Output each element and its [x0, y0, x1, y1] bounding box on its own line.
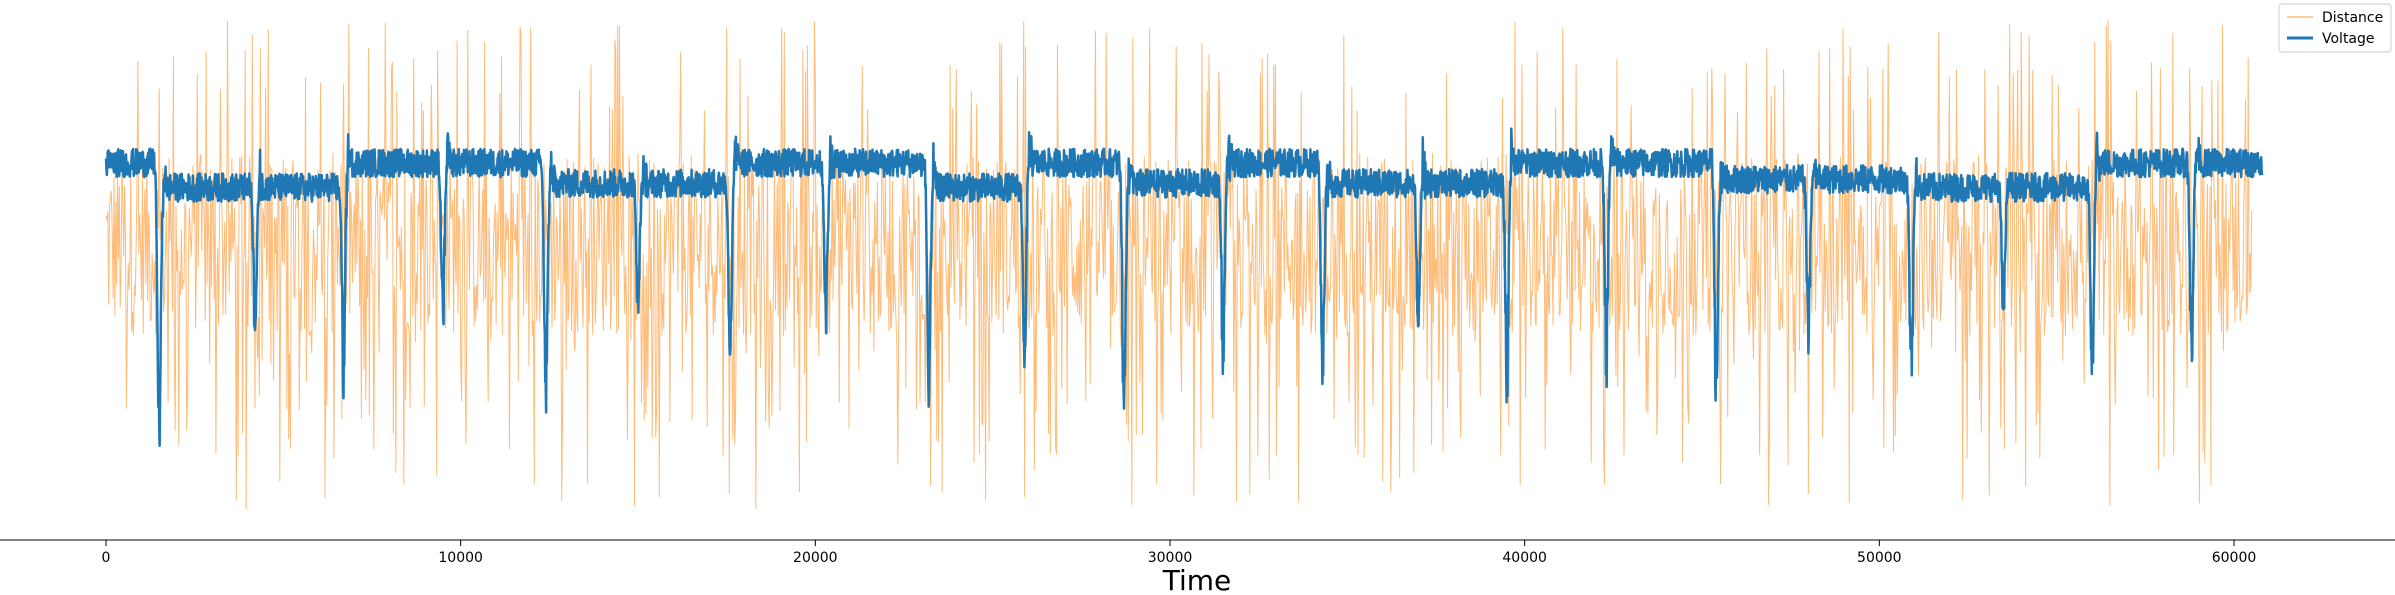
legend-label-distance: Distance — [2322, 10, 2383, 26]
x-tick-label: 60000 — [2212, 550, 2257, 566]
x-tick-label: 0 — [102, 550, 111, 566]
x-tick-label: 50000 — [1857, 550, 1902, 566]
x-tick-label: 40000 — [1502, 550, 1547, 566]
plot-area — [104, 20, 2264, 510]
series-line-distance — [105, 20, 2253, 510]
x-tick-label: 20000 — [793, 550, 838, 566]
legend: Distance Voltage — [2278, 3, 2392, 53]
x-tick-label: 10000 — [438, 550, 483, 566]
x-axis-label: Time — [1162, 564, 1232, 595]
series-line-voltage — [104, 127, 2264, 448]
legend-label-voltage: Voltage — [2322, 31, 2375, 47]
x-tick-label: 30000 — [1148, 550, 1193, 566]
legend-frame — [2278, 3, 2392, 53]
x-axis-ticks: 0 10000 20000 30000 40000 50000 60000 — [102, 540, 2257, 566]
